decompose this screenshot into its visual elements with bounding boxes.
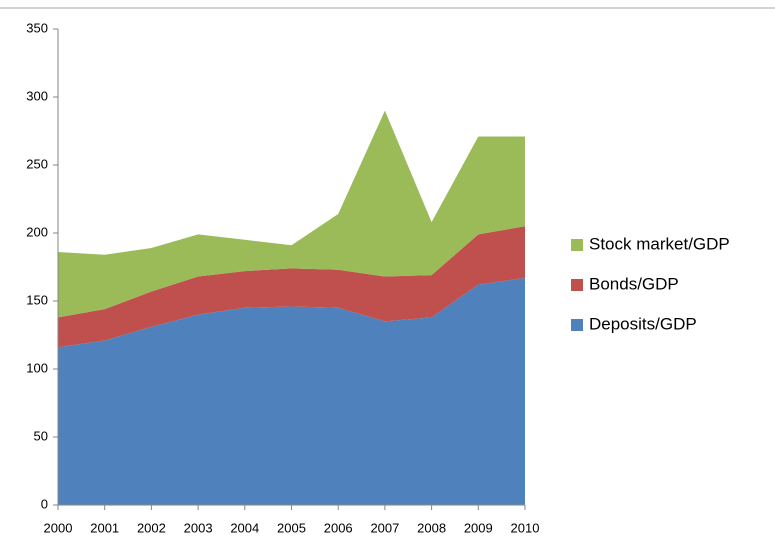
- x-tick-label: 2008: [417, 520, 446, 535]
- x-tick-label: 2007: [370, 520, 399, 535]
- x-tick-label: 2001: [90, 520, 119, 535]
- y-tick-label: 100: [26, 360, 48, 375]
- x-tick-label: 2010: [511, 520, 540, 535]
- axes: 0 50 100 150 200 250 300 350 2000 2001 2002 2003 200…: [26, 20, 539, 535]
- legend-label: Bonds/GDP: [589, 274, 679, 293]
- y-tick-label: 50: [34, 428, 48, 443]
- legend-label: Deposits/GDP: [589, 314, 697, 333]
- legend-swatch: [571, 239, 583, 251]
- x-tick-label: 2005: [277, 520, 306, 535]
- legend-label: Stock market/GDP: [589, 234, 730, 253]
- legend: Stock market/GDP Bonds/GDP Deposits/GDP: [571, 234, 730, 333]
- area: [58, 110, 525, 318]
- x-tick-label: 2002: [137, 520, 166, 535]
- y-tick-label: 300: [26, 88, 48, 103]
- legend-swatch: [571, 319, 583, 331]
- y-tick-label: 150: [26, 292, 48, 307]
- x-tick-label: 2009: [464, 520, 493, 535]
- y-tick-label: 250: [26, 156, 48, 171]
- y-tick-label: 350: [26, 20, 48, 35]
- legend-swatch: [571, 279, 583, 291]
- x-tick-label: 2004: [230, 520, 259, 535]
- x-tick-label: 2006: [324, 520, 353, 535]
- plot: [58, 110, 525, 505]
- area: [58, 277, 525, 505]
- x-tick-label: 2000: [44, 520, 73, 535]
- y-tick-label: 200: [26, 224, 48, 239]
- area: [58, 226, 525, 348]
- y-tick-label: 0: [41, 496, 48, 511]
- x-tick-label: 2003: [184, 520, 213, 535]
